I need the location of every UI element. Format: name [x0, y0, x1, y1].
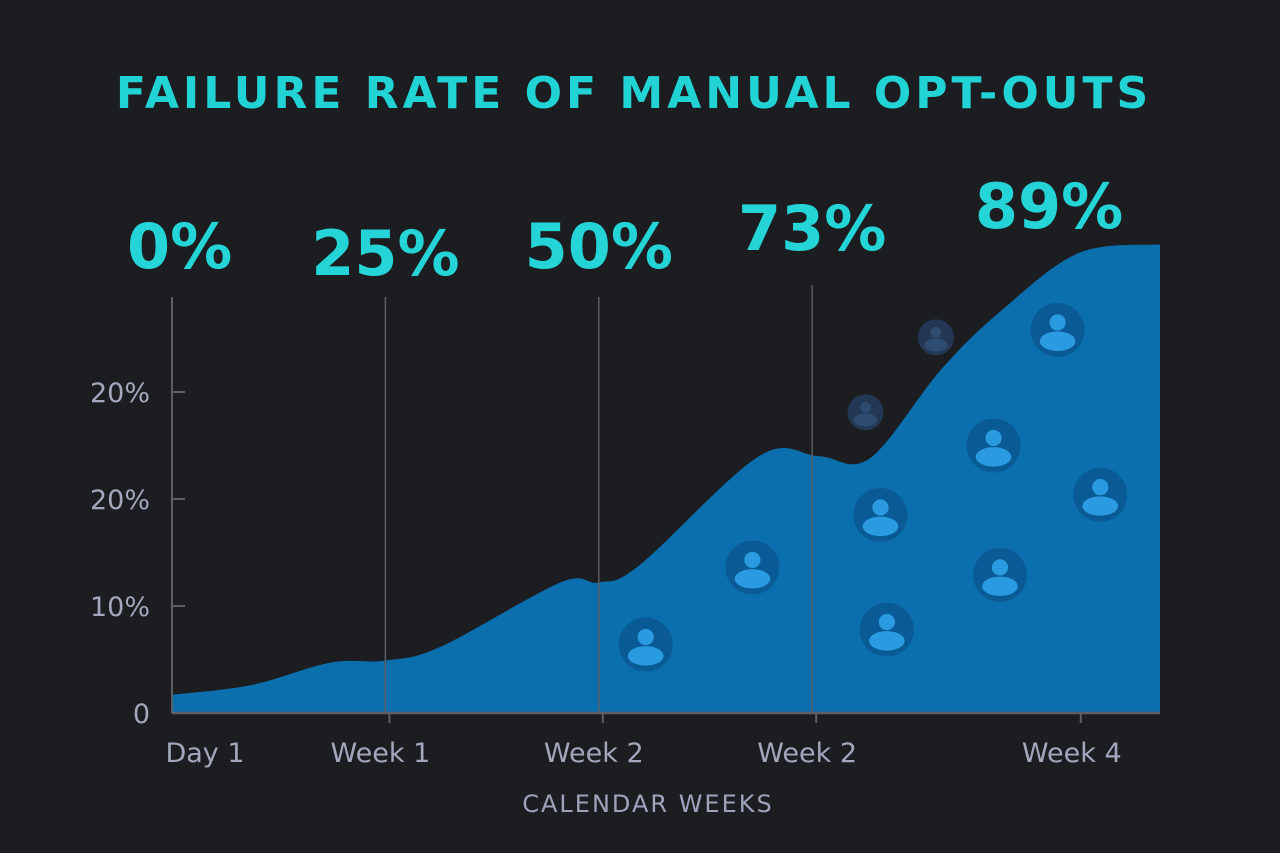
annotation-label: 25% — [311, 217, 459, 290]
person-icon — [1073, 467, 1128, 522]
y-tick-label: 20% — [90, 485, 150, 516]
person-icon — [972, 547, 1027, 602]
person-icon — [725, 540, 780, 595]
x-axis-label: CALENDAR WEEKS — [522, 790, 773, 818]
y-tick-label: 20% — [90, 378, 150, 409]
x-tick-label: Day 1 — [165, 738, 244, 769]
person-icon — [853, 488, 908, 543]
x-tick-label: Week 2 — [544, 738, 644, 769]
x-tick-label: Week 1 — [331, 738, 431, 769]
person-icon — [618, 617, 673, 672]
chart-title: FAILURE RATE OF MANUAL OPT-OUTS — [116, 68, 1152, 119]
person-icon — [859, 602, 914, 657]
y-tick-label: 10% — [90, 592, 150, 623]
x-tick-label: Week 2 — [757, 738, 857, 769]
area-series — [172, 244, 1160, 713]
person-icon — [917, 319, 954, 356]
person-icon — [1030, 302, 1085, 357]
x-tick-label: Week 4 — [1022, 738, 1122, 769]
annotation-label: 89% — [975, 170, 1123, 243]
y-tick-label: 0 — [133, 699, 150, 730]
person-icon — [966, 418, 1021, 473]
person-icon — [847, 394, 884, 431]
annotation-label: 73% — [738, 192, 886, 265]
annotation-label: 50% — [525, 210, 673, 283]
annotation-label: 0% — [127, 210, 232, 283]
